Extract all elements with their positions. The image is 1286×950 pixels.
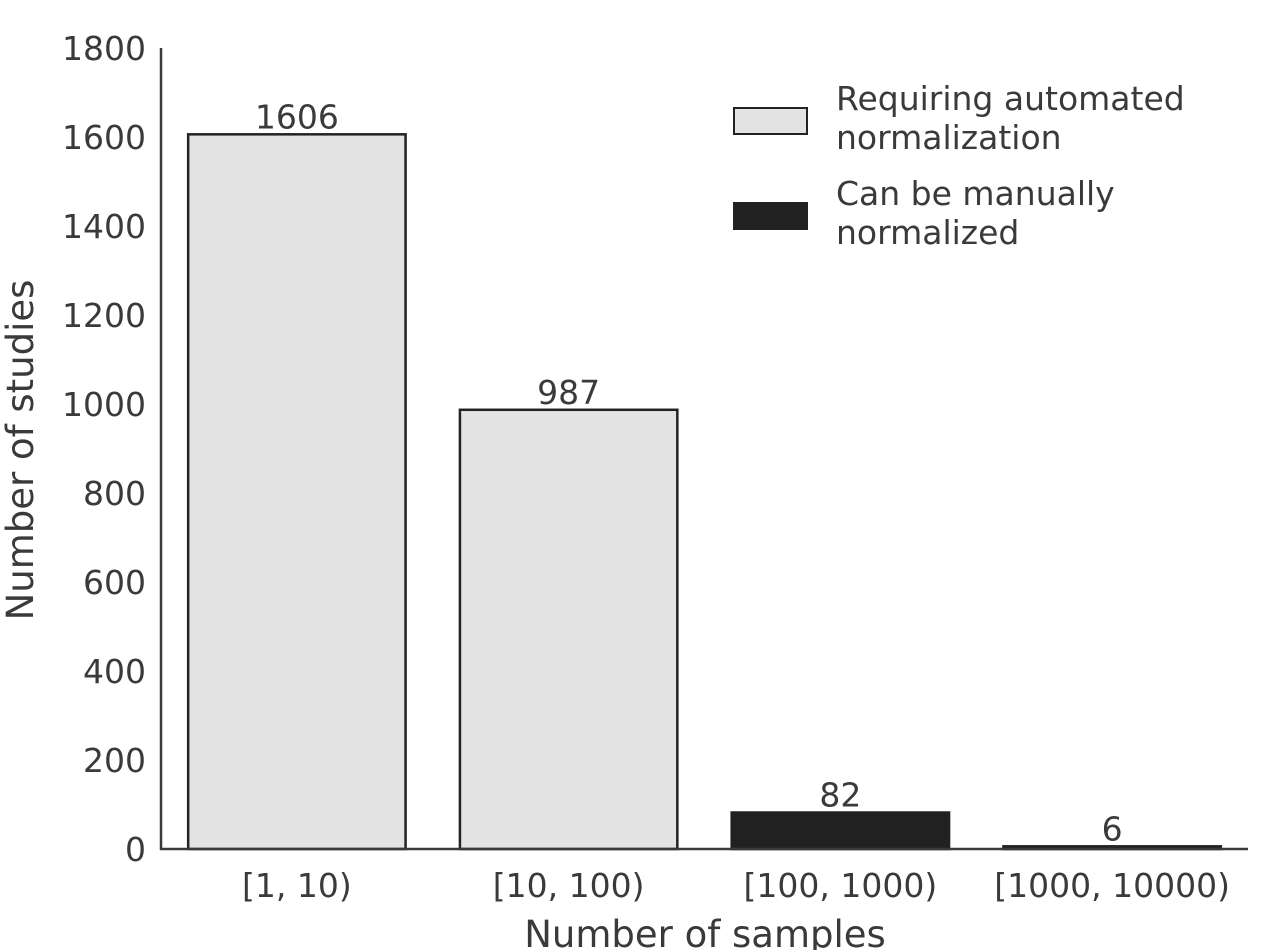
bar bbox=[186, 133, 407, 851]
bar-value-label: 6 bbox=[1102, 809, 1123, 848]
x-tick-label: [1, 10) bbox=[242, 866, 352, 905]
y-tick-label: 1000 bbox=[62, 385, 146, 424]
y-tick-label: 1400 bbox=[62, 207, 146, 246]
axes bbox=[159, 48, 1248, 851]
x-tick-label: [1000, 10000) bbox=[994, 866, 1230, 905]
y-axis-label: Number of studies bbox=[0, 280, 42, 621]
bar-value-label: 82 bbox=[819, 776, 861, 815]
legend-swatch bbox=[733, 107, 808, 135]
bars bbox=[186, 133, 1223, 851]
x-tick-labels: [1, 10) [10, 100) [100, 1000) [1000, 10000) bbox=[242, 866, 1230, 905]
y-tick-label: 600 bbox=[83, 563, 146, 602]
bar bbox=[458, 408, 679, 851]
y-tick-label: 400 bbox=[83, 652, 146, 691]
y-tick-label: 1600 bbox=[62, 118, 146, 157]
x-tick-label: [100, 1000) bbox=[744, 866, 938, 905]
y-tick-labels: 0 200 400 600 800 1000 1200 1400 1600 1800 bbox=[62, 29, 146, 869]
legend-label: Requiring automated bbox=[836, 79, 1185, 118]
bar bbox=[730, 811, 951, 851]
legend-label: Can be manually bbox=[836, 174, 1115, 213]
bar-value-labels: 1606 987 82 6 bbox=[255, 97, 1123, 848]
legend-label: normalized bbox=[836, 213, 1019, 252]
bar-value-label: 987 bbox=[537, 373, 600, 412]
y-tick-label: 200 bbox=[83, 741, 146, 780]
y-tick-label: 0 bbox=[125, 830, 146, 869]
y-tick-label: 1200 bbox=[62, 296, 146, 335]
y-tick-label: 800 bbox=[83, 474, 146, 513]
x-axis-label: Number of samples bbox=[524, 913, 886, 950]
y-tick-label: 1800 bbox=[62, 29, 146, 68]
legend-label: normalization bbox=[836, 118, 1062, 157]
x-tick-label: [10, 100) bbox=[493, 866, 645, 905]
legend-swatch bbox=[733, 202, 808, 230]
bar-value-label: 1606 bbox=[255, 97, 339, 136]
